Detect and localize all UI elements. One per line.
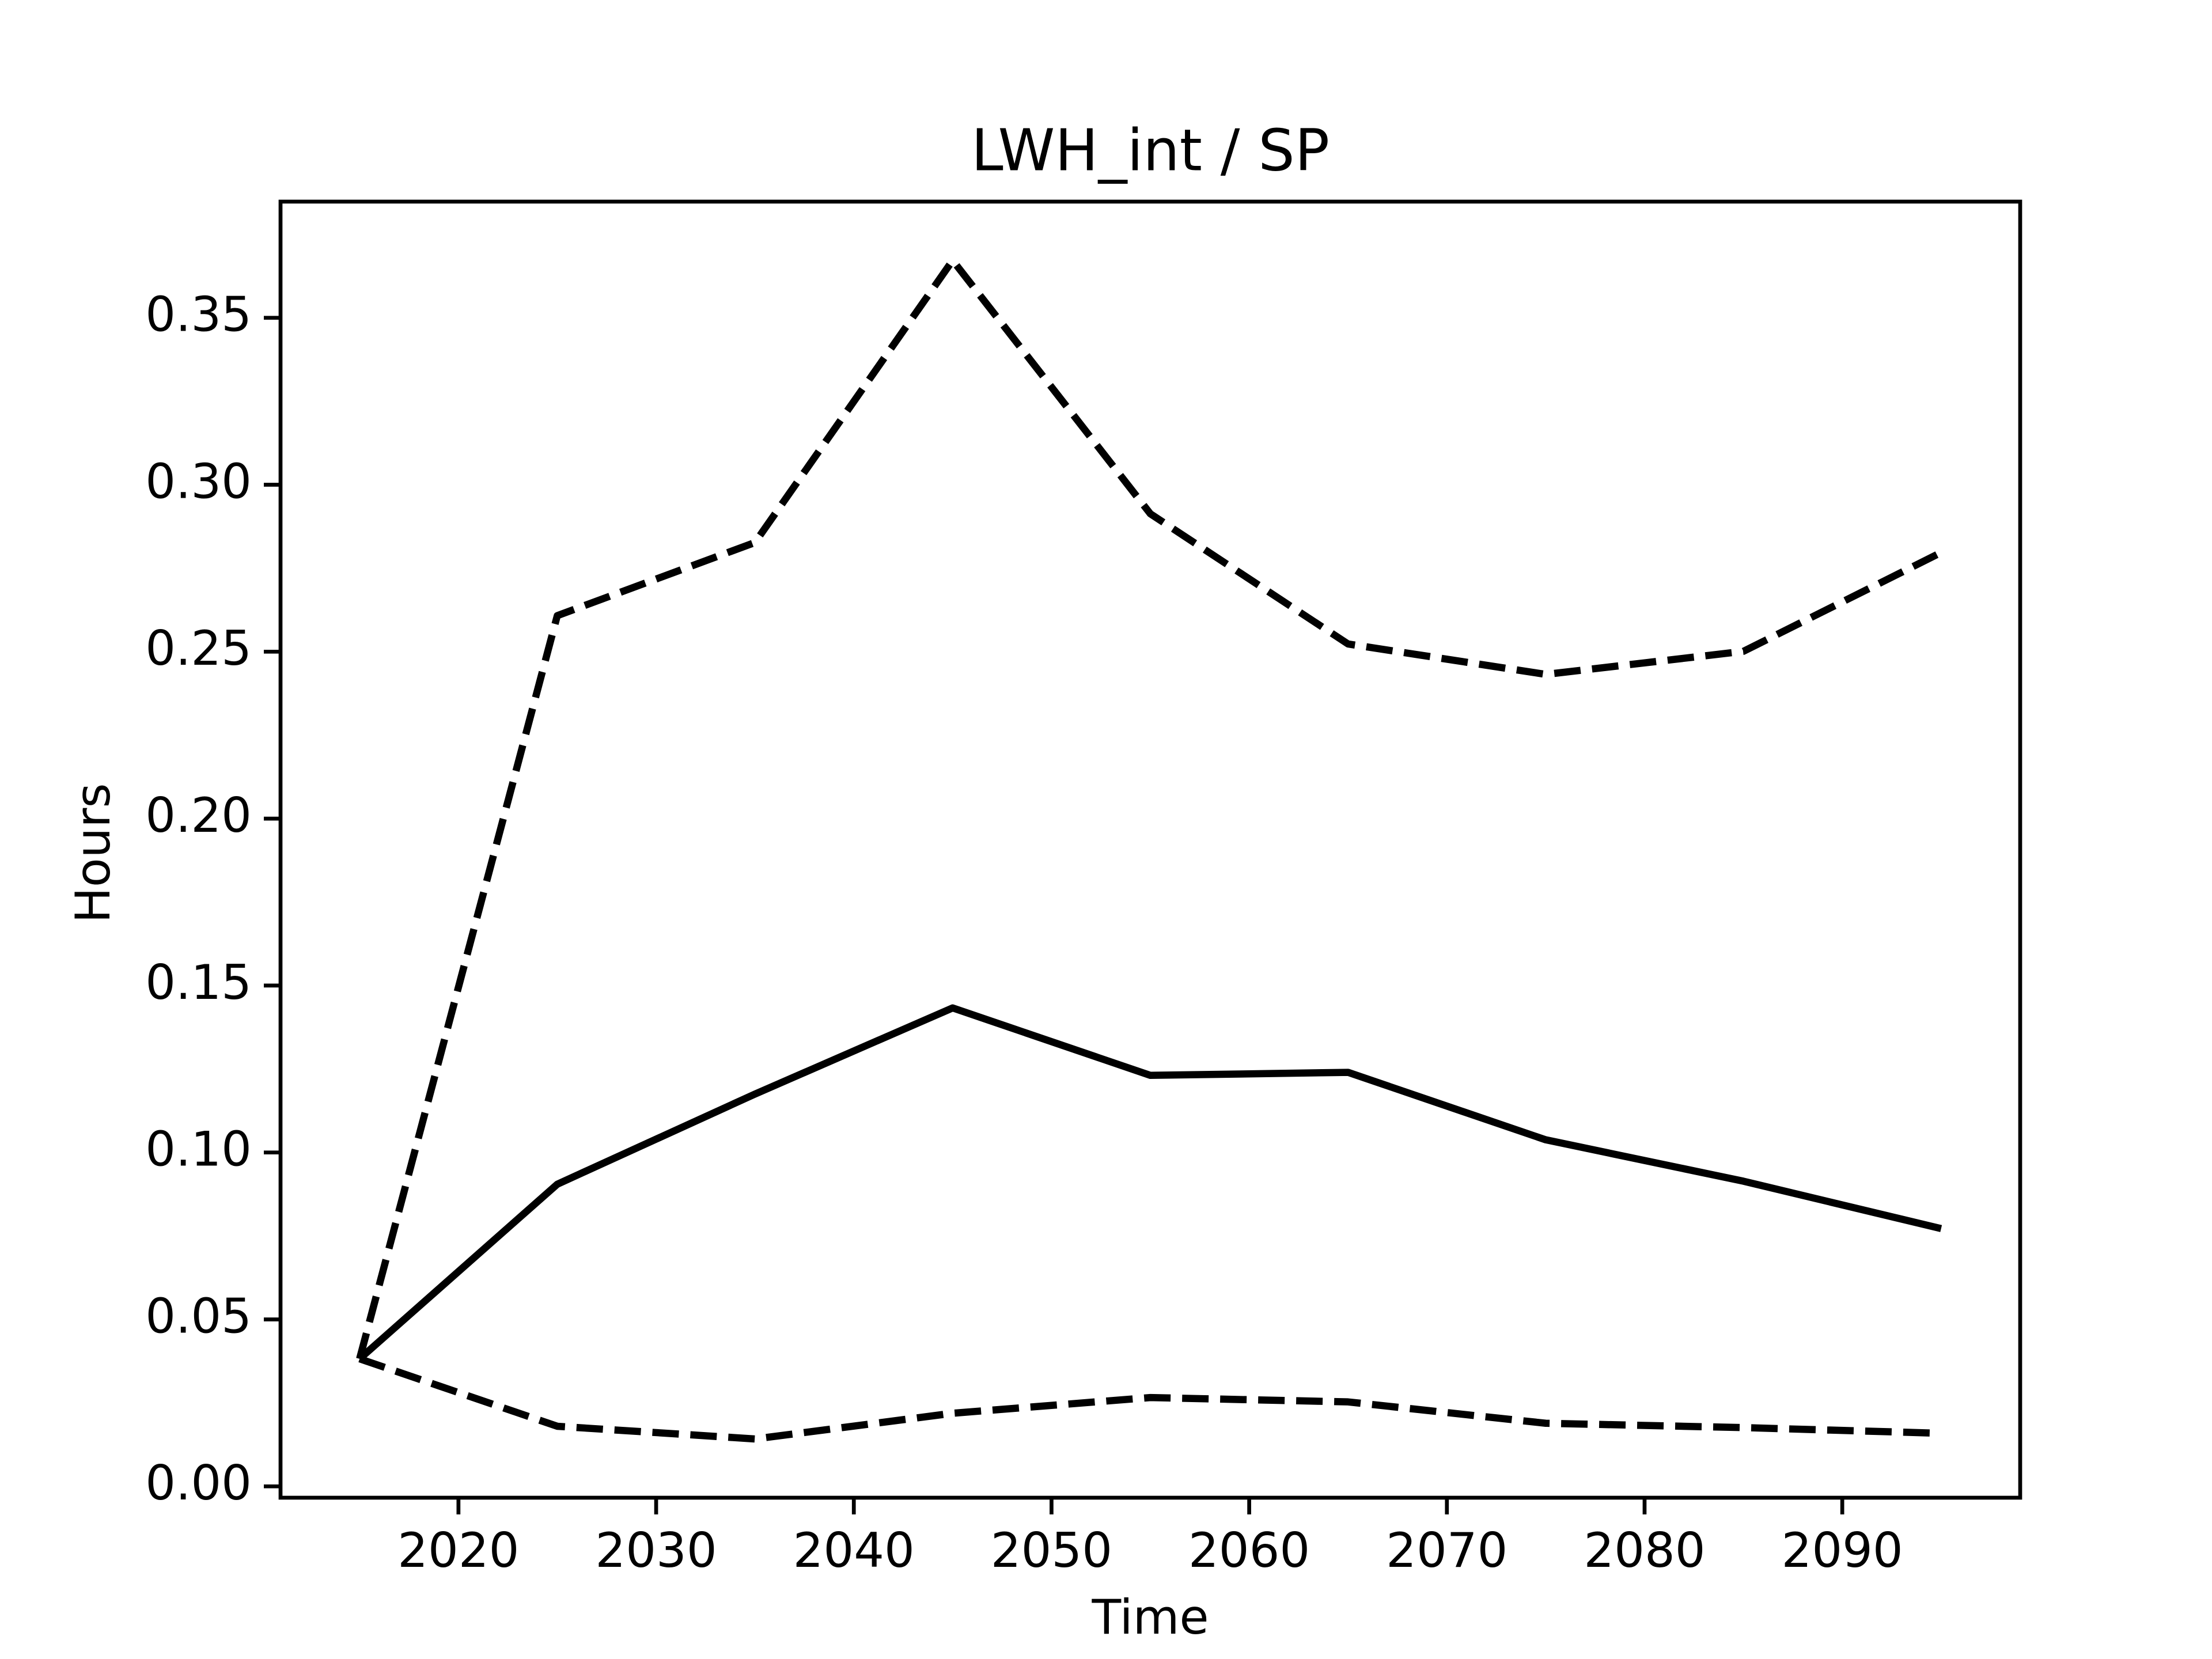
x-tick-label: 2020 <box>397 1522 519 1578</box>
x-tick-label: 2050 <box>991 1522 1112 1578</box>
x-tick-label: 2080 <box>1584 1522 1705 1578</box>
x-tick-label: 2060 <box>1188 1522 1310 1578</box>
data-line <box>358 1355 1941 1443</box>
y-tick-label: 0.00 <box>145 1455 252 1511</box>
x-tick-label: 2090 <box>1782 1522 1903 1578</box>
y-tick-label: 0.10 <box>145 1122 252 1177</box>
y-tick-label: 0.25 <box>145 620 252 676</box>
plot-frame <box>278 199 2022 1500</box>
y-tick-label: 0.30 <box>145 453 252 509</box>
y-tick-label: 0.05 <box>145 1288 252 1344</box>
data-line <box>357 1004 1942 1362</box>
y-axis-label: Hours <box>65 783 121 923</box>
chart-title: LWH_int / SP <box>971 116 1330 184</box>
x-tick-label: 2070 <box>1386 1522 1508 1578</box>
data-line <box>356 256 1943 1360</box>
y-tick-label: 0.15 <box>145 955 252 1010</box>
x-axis-label: Time <box>1091 1589 1209 1645</box>
y-tick-label: 0.35 <box>145 287 252 343</box>
x-tick-label: 2030 <box>595 1522 717 1578</box>
y-tick-label: 0.20 <box>145 787 252 843</box>
x-tick-label: 2040 <box>793 1522 915 1578</box>
